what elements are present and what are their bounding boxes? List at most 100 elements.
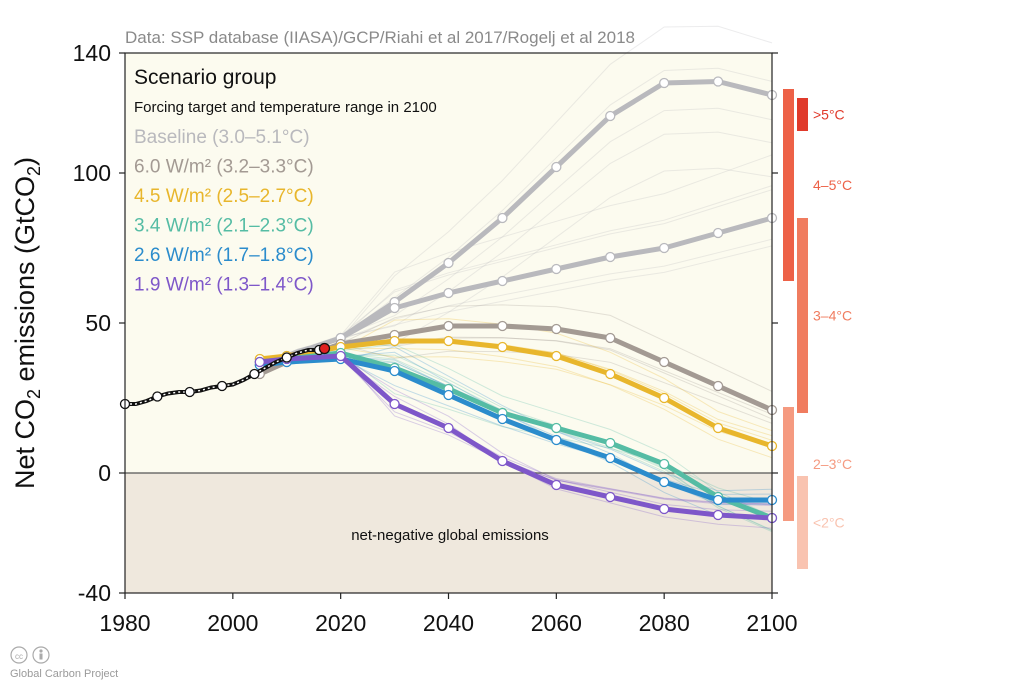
series-point [659,77,670,89]
historical-point [152,391,163,402]
legend-entries: Baseline (3.0–5.1°C) 6.0 W/m² (3.2–3.3°C)… [134,127,314,296]
y-tick-label: -40 [78,580,111,606]
series-point [497,413,508,425]
background-scenario-line [340,131,773,339]
series-point [497,212,508,224]
attribution-icon [32,646,50,664]
series-point [659,503,670,515]
background-scenario-line [340,67,773,338]
series-point [443,422,454,434]
historical-series [119,342,331,410]
temperature-band-label: <2°C [813,515,845,531]
x-tick-label: 2080 [639,610,690,636]
temperature-band-label: 3–4°C [813,308,852,324]
temperature-band [797,218,808,413]
series-point [551,161,562,173]
series-point [712,227,724,239]
series-point [551,350,562,362]
x-tick-label: 2020 [315,610,366,636]
series-point [443,389,454,401]
cc-logo: cc [10,646,50,664]
temperature-band [783,407,794,521]
series-point [659,476,670,488]
historical-point [184,386,195,398]
y-axis-title: Net CO2 emissions (GtCO2) [10,157,44,489]
legend-entry: 4.5 W/m² (2.5–2.7°C) [134,186,314,207]
temperature-bands: >5°C 4–5°C 3–4°C 2–3°C <2°C [783,89,852,569]
x-tick-label: 2100 [746,610,797,636]
temperature-band-label: >5°C [813,107,845,123]
series-point [254,356,265,368]
x-tick-label: 2060 [531,610,582,636]
temperature-band [797,476,808,569]
legend-entry: 2.6 W/m² (1.7–1.8°C) [134,245,314,266]
legend-entry: 1.9 W/m² (1.3–1.4°C) [134,275,314,296]
series-point [712,509,724,521]
legend-entry: 6.0 W/m² (3.2–3.3°C) [134,157,314,178]
historical-point [249,368,260,380]
series-point [605,437,616,449]
legend-entry: 3.4 W/m² (2.1–2.3°C) [134,216,314,237]
temperature-band-label: 4–5°C [813,177,852,193]
series-point [551,434,562,446]
series-point [659,392,670,404]
series-point [551,479,562,491]
series-point [605,332,616,344]
temperature-band [783,89,794,281]
series-point [659,458,670,470]
series-point [551,422,562,434]
series-point [443,287,454,299]
y-axis-label: Net CO2 emissions (GtCO2) [10,157,44,489]
y-tick-label: 50 [85,310,111,336]
series-point [712,494,724,506]
series-point [551,323,562,335]
series-point [605,251,616,263]
series-point [443,257,454,269]
series-point [712,422,724,434]
legend: Scenario group Forcing target and temper… [134,66,437,296]
source-label: Data: SSP database (IIASA)/GCP/Riahi et … [125,28,635,47]
series-point [659,356,670,368]
series-point [712,380,724,392]
series-point [497,320,508,332]
series-point [497,275,508,287]
y-tick-label: 100 [73,160,111,186]
x-tick-label: 2040 [423,610,474,636]
series-point [497,341,508,353]
temperature-band [797,98,808,131]
scenario-series [254,76,778,524]
series-point [443,320,454,332]
legend-subtitle: Forcing target and temperature range in … [134,99,437,116]
y-tick-label: 140 [73,40,111,66]
legend-title: Scenario group [134,66,276,89]
legend-entry: Baseline (3.0–5.1°C) [134,127,310,148]
series-point [389,398,400,410]
series-point [389,335,400,347]
footer-label: Global Carbon Project [10,668,118,680]
series-point [497,455,508,467]
historical-point [216,380,228,392]
background-scenario-line [340,25,773,340]
series-point [605,110,616,122]
series-point [389,365,400,377]
axes: 1980 2000 2020 2040 2060 2080 2100 -40 0 50 100 140 [73,40,798,636]
plot-background-negative [125,473,772,593]
series-point [335,350,346,362]
series-point [605,368,616,380]
x-tick-label: 1980 [99,610,150,636]
series-point [443,335,454,347]
svg-text:cc: cc [15,652,23,661]
y-tick-label: 0 [98,460,111,486]
x-tick-label: 2000 [207,610,258,636]
historical-point [281,352,292,363]
series-point [605,491,616,503]
cc-icon [10,646,28,664]
latest-point [318,342,331,355]
series-point [551,263,562,275]
series-point [712,76,724,87]
series-point [389,302,400,314]
negative-region-label: net-negative global emissions [351,527,549,544]
temperature-band-label: 2–3°C [813,456,852,472]
series-point [605,452,616,464]
